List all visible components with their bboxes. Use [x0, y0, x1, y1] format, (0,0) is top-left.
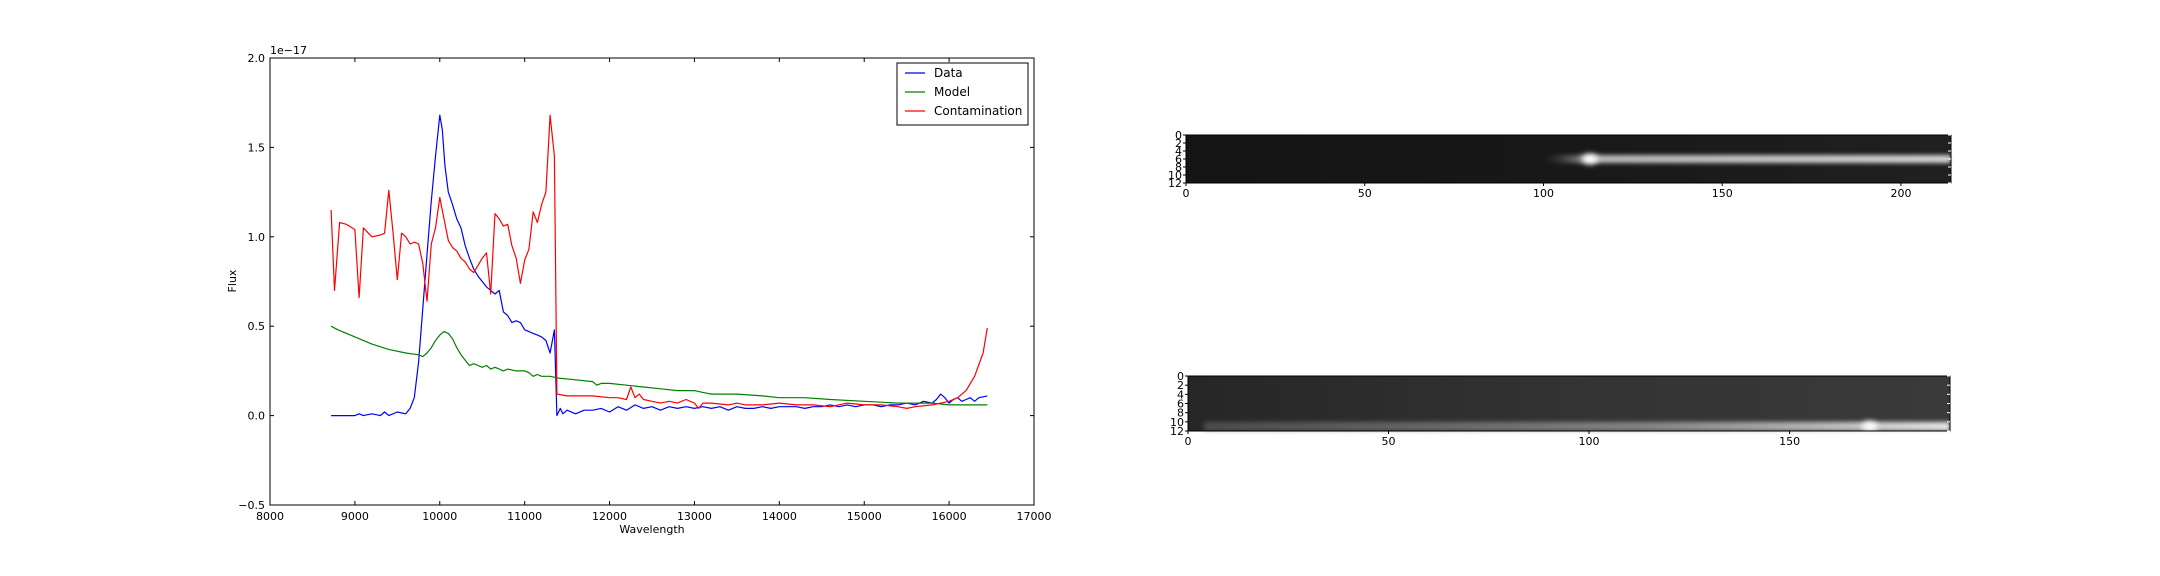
y-tick-label: 1.0: [248, 231, 266, 244]
bright-spot: [1861, 421, 1878, 432]
spectral-trace: [1204, 421, 1950, 431]
x-tick-label: 100: [1579, 435, 1600, 448]
bright-spot: [1581, 154, 1598, 164]
x-tick-label: 9000: [341, 510, 369, 523]
y-tick-label: 6: [1175, 153, 1182, 166]
y-tick-label: 2: [1175, 137, 1182, 150]
y-tick-label: 12: [1170, 425, 1184, 438]
y-tick-label: 0: [1175, 129, 1182, 142]
x-tick-label: 50: [1358, 187, 1372, 200]
x-tick-label: 150: [1712, 187, 1733, 200]
y-tick-label: 2: [1177, 379, 1184, 392]
x-tick-label: 150: [1779, 435, 1800, 448]
series-line-contamination: [330, 114, 988, 409]
x-tick-label: 17000: [1017, 510, 1052, 523]
x-tick-label: 12000: [592, 510, 627, 523]
spectrum-plot: 8000 9000 10000 11000 12000 13000 14000 15000 16…: [226, 44, 1052, 536]
plot-area: [269, 57, 1035, 506]
x-tick-label: 14000: [762, 510, 797, 523]
y-tick-label: −0.5: [238, 499, 265, 512]
x-tick-label: 10000: [422, 510, 457, 523]
x-axis-label: Wavelength: [619, 523, 684, 536]
x-tick-label: 100: [1533, 187, 1554, 200]
legend: Data Model Contamination: [896, 62, 1029, 126]
y-tick-label: 8: [1177, 407, 1184, 420]
y-tick-label: 0: [1177, 370, 1184, 383]
y-tick-label: 0.0: [248, 410, 266, 423]
x-tick-label: 0: [1185, 435, 1192, 448]
image-background: [1188, 376, 1950, 431]
x-tick-label: 8000: [256, 510, 284, 523]
y-tick-label: 12: [1168, 177, 1182, 190]
offset-label: 1e−17: [270, 44, 307, 57]
x-tick-label: 11000: [507, 510, 542, 523]
x-tick-label: 0: [1183, 187, 1190, 200]
y-tick-label: 4: [1177, 388, 1184, 401]
x-tick-label: 50: [1382, 435, 1396, 448]
y-tick-label: 10: [1168, 169, 1182, 182]
spectral-trace: [1543, 155, 1951, 163]
x-tick-label: 15000: [847, 510, 882, 523]
x-tick-label: 16000: [932, 510, 967, 523]
y-tick-label: 1.5: [248, 141, 266, 154]
x-tick-label: 200: [1890, 187, 1911, 200]
y-tick-label: 6: [1177, 398, 1184, 411]
legend-label-data: Data: [934, 66, 963, 80]
legend-label-model: Model: [934, 85, 970, 99]
series-line-model: [330, 325, 988, 406]
y-tick-label: 10: [1170, 416, 1184, 429]
y-tick-label: 4: [1175, 145, 1182, 158]
y-tick-label: 0.5: [248, 320, 266, 333]
y-axis-label: Flux: [226, 269, 239, 292]
legend-label-contamination: Contamination: [934, 104, 1022, 118]
y-tick-label: 8: [1175, 161, 1182, 174]
y-tick-label: 2.0: [248, 52, 266, 65]
x-tick-label: 13000: [677, 510, 712, 523]
